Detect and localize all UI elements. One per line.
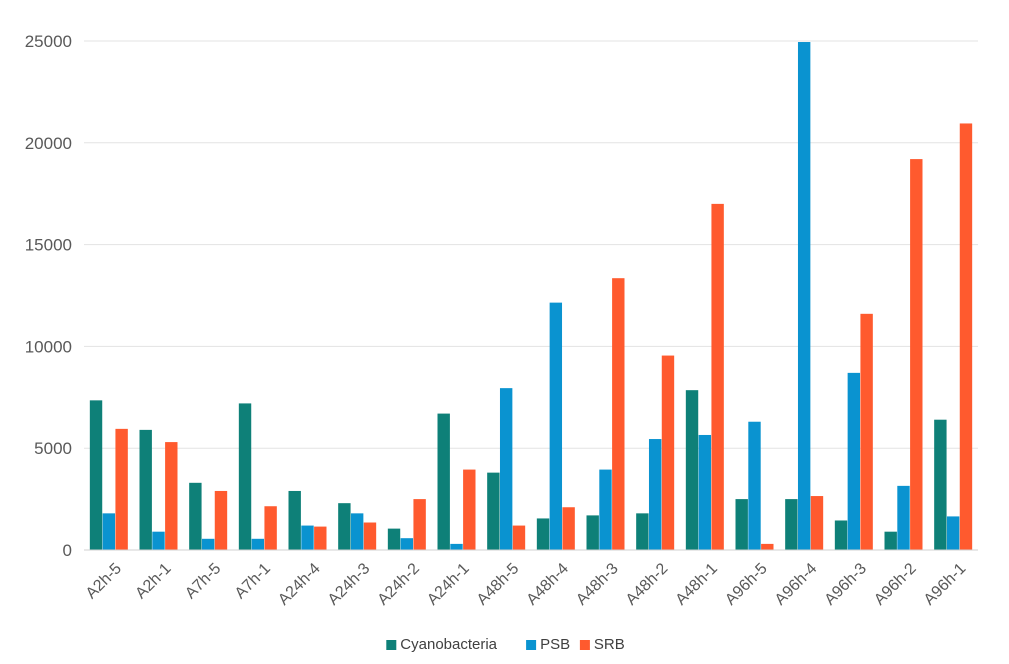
x-tick-label: A96h-5 [722,560,771,609]
bar-psb-a24h-4 [301,525,314,550]
x-tick-label: A48h-4 [524,560,573,609]
legend-swatch-srb [579,640,590,650]
legend-label-srb: SRB [594,636,625,653]
bar-srb-a48h-5 [512,525,526,550]
bar-cyanobacteria-a48h-4 [536,518,550,550]
bar-srb-a24h-4 [314,526,327,550]
bar-srb-a96h-5 [761,543,774,550]
bar-srb-a48h-4 [562,507,575,550]
x-tick-label: A96h-4 [772,560,821,609]
bar-srb-a48h-3 [612,278,625,550]
bar-srb-a24h-3 [363,522,377,550]
bar-cyanobacteria-a7h-5 [189,482,202,550]
x-tick-label: A7h-1 [232,560,274,602]
y-tick-label: 15000 [25,236,72,255]
bar-psb-a96h-5 [748,421,761,550]
bar-psb-a48h-2 [648,439,662,550]
bar-psb-a24h-3 [350,513,364,550]
legend-swatch-psb [526,640,537,650]
x-tick-label: A24h-3 [325,560,374,609]
bar-psb-a96h-1 [946,516,960,550]
bar-srb-a48h-2 [661,355,675,550]
legend-swatch-cyanobacteria [386,640,397,650]
x-axis-tick-labels: A2h-5 A2h-1 A7h-5 A7h-1 A24h-4 A24h-3 A24h-2 A2… [83,560,970,609]
bar-cyanobacteria-a24h-1 [437,413,450,550]
x-tick-label: A24h-2 [375,560,424,609]
bar-cyanobacteria-a48h-1 [685,390,699,550]
legend-label-cyanobacteria: Cyanobacteria [400,636,497,653]
bar-psb-a96h-4 [797,42,811,551]
bar-cyanobacteria-a96h-2 [884,531,897,550]
bar-srb-a96h-1 [959,123,973,551]
bar-cyanobacteria-a24h-3 [338,503,351,550]
bar-cyanobacteria-a96h-4 [785,499,798,550]
gridlines [84,40,978,449]
bar-psb-a24h-2 [400,538,414,550]
y-tick-label: 10000 [25,337,72,356]
bar-psb-a2h-5 [102,513,116,550]
bar-cyanobacteria-a2h-5 [89,400,103,550]
bar-psb-a2h-1 [152,531,165,550]
x-tick-label: A96h-3 [822,560,871,609]
x-tick-label: A96h-2 [871,560,920,609]
bar-cyanobacteria-a7h-1 [238,403,252,550]
bar-cyanobacteria-a24h-4 [288,490,301,550]
x-tick-label: A2h-5 [83,560,125,602]
bar-psb-a48h-5 [499,388,513,550]
bar-cyanobacteria-a48h-2 [636,513,649,550]
x-tick-label: A48h-3 [573,560,622,609]
bar-psb-a7h-5 [201,538,215,550]
bar-srb-a96h-3 [860,313,873,550]
y-tick-label: 25000 [25,32,72,51]
x-tick-label: A24h-1 [424,560,473,609]
bar-cyanobacteria-a96h-3 [834,520,848,550]
bar-srb-a7h-1 [264,506,277,550]
bar-psb-a48h-1 [698,434,712,550]
bar-psb-a96h-2 [897,485,910,550]
x-tick-label: A48h-5 [474,560,523,609]
bar-srb-a96h-4 [810,496,824,550]
x-tick-label: A48h-2 [623,560,672,609]
bar-srb-a48h-1 [711,203,724,550]
bar-psb-a48h-3 [599,469,612,550]
bar-psb-a96h-3 [847,372,861,550]
x-tick-label: A48h-1 [673,560,722,609]
y-axis-tick-labels: 0 5000 10000 15000 20000 25000 [25,32,72,560]
bar-cyanobacteria-a48h-5 [487,472,500,550]
x-tick-label: A2h-1 [132,560,174,602]
bar-cyanobacteria-a24h-2 [387,528,401,550]
y-tick-label: 5000 [34,439,72,458]
bar-srb-a2h-1 [165,442,178,550]
bar-srb-a96h-2 [910,159,923,550]
bar-srb-a7h-5 [214,490,228,550]
legend-label-psb: PSB [540,636,570,653]
y-tick-label: 20000 [25,134,72,153]
bar-psb-a24h-1 [450,543,463,550]
bars [89,42,973,551]
y-tick-label: 0 [63,541,72,560]
bar-srb-a24h-1 [463,469,476,550]
legend: Cyanobacteria PSB SRB [386,636,625,653]
bar-srb-a24h-2 [413,499,426,550]
x-tick-label: A24h-4 [275,560,324,609]
bar-cyanobacteria-a2h-1 [139,429,152,550]
bar-cyanobacteria-a96h-1 [934,419,947,550]
bar-psb-a48h-4 [549,302,563,550]
bar-srb-a2h-5 [115,428,128,550]
bar-cyanobacteria-a48h-3 [586,515,599,550]
bar-psb-a7h-1 [251,538,265,550]
bar-cyanobacteria-a96h-5 [735,499,748,550]
x-tick-label: A7h-5 [182,560,224,602]
x-tick-label: A96h-1 [921,560,970,609]
